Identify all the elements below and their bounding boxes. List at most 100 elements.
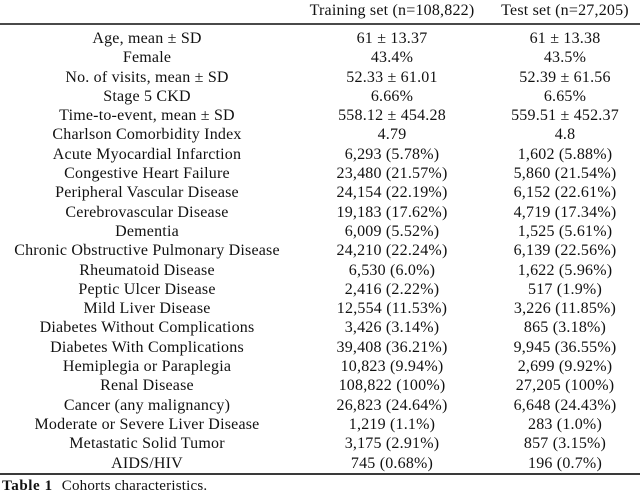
- row-label: Mild Liver Disease: [83, 300, 211, 318]
- test-value: 559.51 ± 452.37: [511, 107, 619, 125]
- table-row: Peptic Ulcer Disease 2,416 (2.22%) 517 (…: [0, 280, 640, 299]
- row-label: Diabetes With Complications: [50, 338, 244, 356]
- training-value: 6,293 (5.78%): [344, 145, 440, 163]
- row-label: Hemiplegia or Paraplegia: [62, 358, 232, 376]
- test-value: 61 ± 13.38: [529, 30, 601, 47]
- test-value: 43.5%: [543, 49, 587, 67]
- test-value: 857 (3.15%): [523, 435, 607, 453]
- training-value: 3,426 (3.14%): [344, 319, 440, 337]
- training-value: 6,009 (5.52%): [344, 222, 440, 240]
- training-value: 6.66%: [370, 87, 414, 105]
- training-value: 10,823 (9.94%): [340, 358, 444, 376]
- row-label: Peptic Ulcer Disease: [78, 280, 216, 298]
- row-label: Moderate or Severe Liver Disease: [34, 415, 260, 433]
- row-label: Cerebrovascular Disease: [65, 203, 229, 221]
- test-value: 1,622 (5.96%): [517, 261, 613, 279]
- row-label: Peripheral Vascular Disease: [55, 184, 239, 202]
- training-value: 43.4%: [370, 49, 414, 67]
- row-label: Renal Disease: [100, 377, 194, 395]
- test-value: 283 (1.0%): [528, 415, 602, 433]
- training-value: 23,480 (21.57%): [336, 165, 448, 183]
- row-label: Female: [122, 49, 172, 67]
- empty-header-cell: [0, 0, 294, 25]
- test-value: 6,152 (22.61%): [513, 184, 617, 202]
- test-value: 4.8: [554, 126, 576, 144]
- training-value: 24,210 (22.24%): [336, 242, 448, 260]
- table-row: Metastatic Solid Tumor 3,175 (2.91%) 857…: [0, 434, 640, 453]
- table-caption: Table 1 Cohorts characteristics.: [0, 478, 640, 491]
- row-label: Rheumatoid Disease: [79, 261, 215, 279]
- table-row: Charlson Comorbidity Index 4.79 4.8: [0, 125, 640, 144]
- table-row: Stage 5 CKD 6.66% 6.65%: [0, 87, 640, 106]
- row-label: Dementia: [115, 222, 179, 240]
- table-row: Diabetes With Complications 39,408 (36.2…: [0, 338, 640, 357]
- table-row: Time-to-event, mean ± SD 558.12 ± 454.28…: [0, 106, 640, 125]
- training-value: 6,530 (6.0%): [348, 261, 436, 279]
- table-row: Congestive Heart Failure 23,480 (21.57%)…: [0, 164, 640, 183]
- table-row: Peripheral Vascular Disease 24,154 (22.1…: [0, 183, 640, 202]
- training-value: 2,416 (2.22%): [344, 280, 440, 298]
- table-row: Dementia 6,009 (5.52%) 1,525 (5.61%): [0, 222, 640, 241]
- table-row: Renal Disease 108,822 (100%) 27,205 (100…: [0, 376, 640, 395]
- training-value: 108,822 (100%): [338, 377, 446, 395]
- cohorts-table: Training set (n=108,822) Test set (n=27,…: [0, 0, 640, 475]
- test-value: 4,719 (17.34%): [513, 203, 617, 221]
- row-label: Acute Myocardial Infarction: [52, 145, 242, 163]
- row-label: Age, mean ± SD: [92, 30, 202, 47]
- table-row: Hemiplegia or Paraplegia 10,823 (9.94%) …: [0, 357, 640, 376]
- test-value: 52.39 ± 61.56: [519, 68, 611, 86]
- table-row: Female 43.4% 43.5%: [0, 48, 640, 67]
- row-label: Charlson Comorbidity Index: [52, 126, 242, 144]
- test-value: 3,226 (11.85%): [513, 300, 617, 318]
- test-value: 1,525 (5.61%): [517, 222, 613, 240]
- test-value: 196 (0.7%): [528, 454, 602, 472]
- row-label: Congestive Heart Failure: [64, 165, 230, 183]
- training-value: 4.79: [377, 126, 407, 144]
- table-row: Chronic Obstructive Pulmonary Disease 24…: [0, 241, 640, 260]
- table-row: No. of visits, mean ± SD 52.33 ± 61.01 5…: [0, 68, 640, 87]
- table-row: Cancer (any malignancy) 26,823 (24.64%) …: [0, 396, 640, 415]
- training-value: 61 ± 13.37: [356, 30, 428, 47]
- training-value: 558.12 ± 454.28: [338, 107, 446, 125]
- row-label: Metastatic Solid Tumor: [69, 435, 225, 453]
- training-value: 1,219 (1.1%): [348, 415, 436, 433]
- table-row: Rheumatoid Disease 6,530 (6.0%) 1,622 (5…: [0, 261, 640, 280]
- table-row: AIDS/HIV 745 (0.68%) 196 (0.7%): [0, 454, 640, 474]
- caption-text: Cohorts characteristics.: [61, 477, 208, 491]
- training-value: 26,823 (24.64%): [336, 396, 448, 414]
- table-row: Age, mean ± SD 61 ± 13.37 61 ± 13.38: [0, 24, 640, 48]
- row-label: Stage 5 CKD: [103, 87, 191, 105]
- test-value: 6,139 (22.56%): [513, 242, 617, 260]
- training-value: 12,554 (11.53%): [336, 300, 448, 318]
- test-value: 2,699 (9.92%): [517, 358, 613, 376]
- test-set-header: Test set (n=27,205): [490, 0, 640, 25]
- training-value: 19,183 (17.62%): [336, 203, 448, 221]
- training-value: 3,175 (2.91%): [344, 435, 440, 453]
- table-row: Acute Myocardial Infarction 6,293 (5.78%…: [0, 145, 640, 164]
- caption-label: Table 1: [2, 477, 53, 491]
- training-value: 745 (0.68%): [350, 454, 434, 472]
- row-label: No. of visits, mean ± SD: [65, 68, 229, 86]
- test-value: 517 (1.9%): [528, 280, 602, 298]
- table-row: Moderate or Severe Liver Disease 1,219 (…: [0, 415, 640, 434]
- header-row: Training set (n=108,822) Test set (n=27,…: [0, 0, 640, 25]
- row-label: Time-to-event, mean ± SD: [59, 107, 235, 125]
- row-label: Chronic Obstructive Pulmonary Disease: [14, 242, 280, 260]
- test-value: 6,648 (24.43%): [513, 396, 617, 414]
- training-set-header: Training set (n=108,822): [294, 0, 490, 25]
- test-value: 27,205 (100%): [515, 377, 615, 395]
- training-value: 39,408 (36.21%): [336, 338, 448, 356]
- training-value: 52.33 ± 61.01: [346, 68, 438, 86]
- test-value: 865 (3.18%): [523, 319, 607, 337]
- table-row: Mild Liver Disease 12,554 (11.53%) 3,226…: [0, 299, 640, 318]
- table-row: Diabetes Without Complications 3,426 (3.…: [0, 318, 640, 337]
- row-label: AIDS/HIV: [111, 454, 183, 472]
- test-value: 6.65%: [543, 87, 587, 105]
- training-value: 24,154 (22.19%): [336, 184, 448, 202]
- test-value: 5,860 (21.54%): [513, 165, 617, 183]
- test-value: 9,945 (36.55%): [513, 338, 617, 356]
- row-label: Cancer (any malignancy): [63, 396, 231, 414]
- table-row: Cerebrovascular Disease 19,183 (17.62%) …: [0, 203, 640, 222]
- test-value: 1,602 (5.88%): [517, 145, 613, 163]
